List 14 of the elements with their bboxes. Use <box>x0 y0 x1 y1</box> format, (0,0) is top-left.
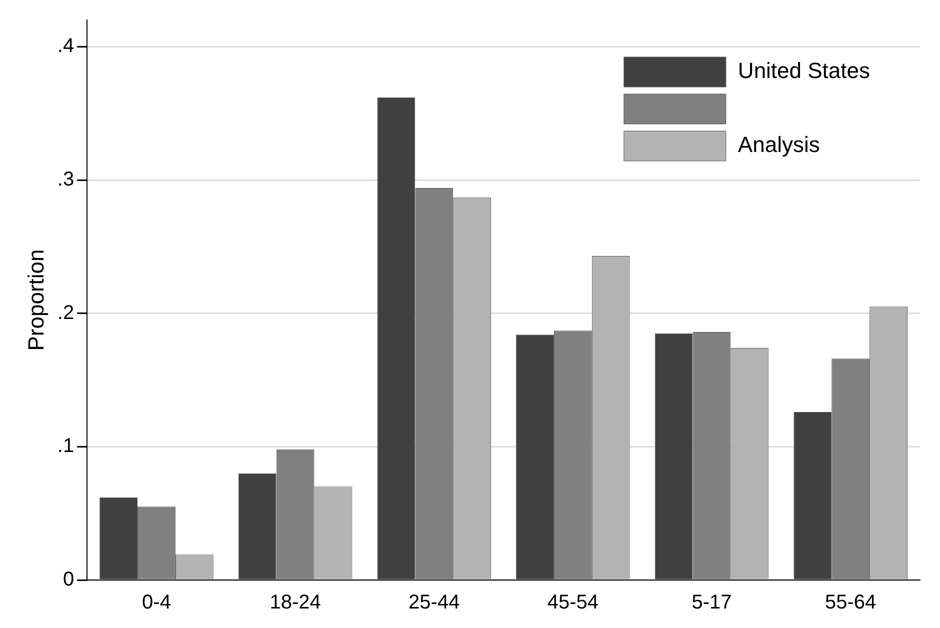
x-tick-label: 25-44 <box>408 592 460 614</box>
y-tick-label: 0 <box>62 568 74 591</box>
y-tick-label: .4 <box>57 35 74 58</box>
x-tick-label: 18-24 <box>270 592 321 614</box>
y-tick-label: .2 <box>57 302 74 324</box>
x-tick-label: 0-4 <box>142 592 171 614</box>
x-tick-label: 5-17 <box>692 592 732 614</box>
y-tick-label: .3 <box>57 168 74 191</box>
y-axis-title: Proportion <box>23 249 48 351</box>
x-tick-label: 55-64 <box>825 592 876 614</box>
legend-label: Analysis <box>738 132 820 158</box>
y-tick-label: .1 <box>57 435 74 458</box>
legend-label: United States <box>738 58 870 84</box>
x-tick-label: 45-54 <box>547 592 599 614</box>
